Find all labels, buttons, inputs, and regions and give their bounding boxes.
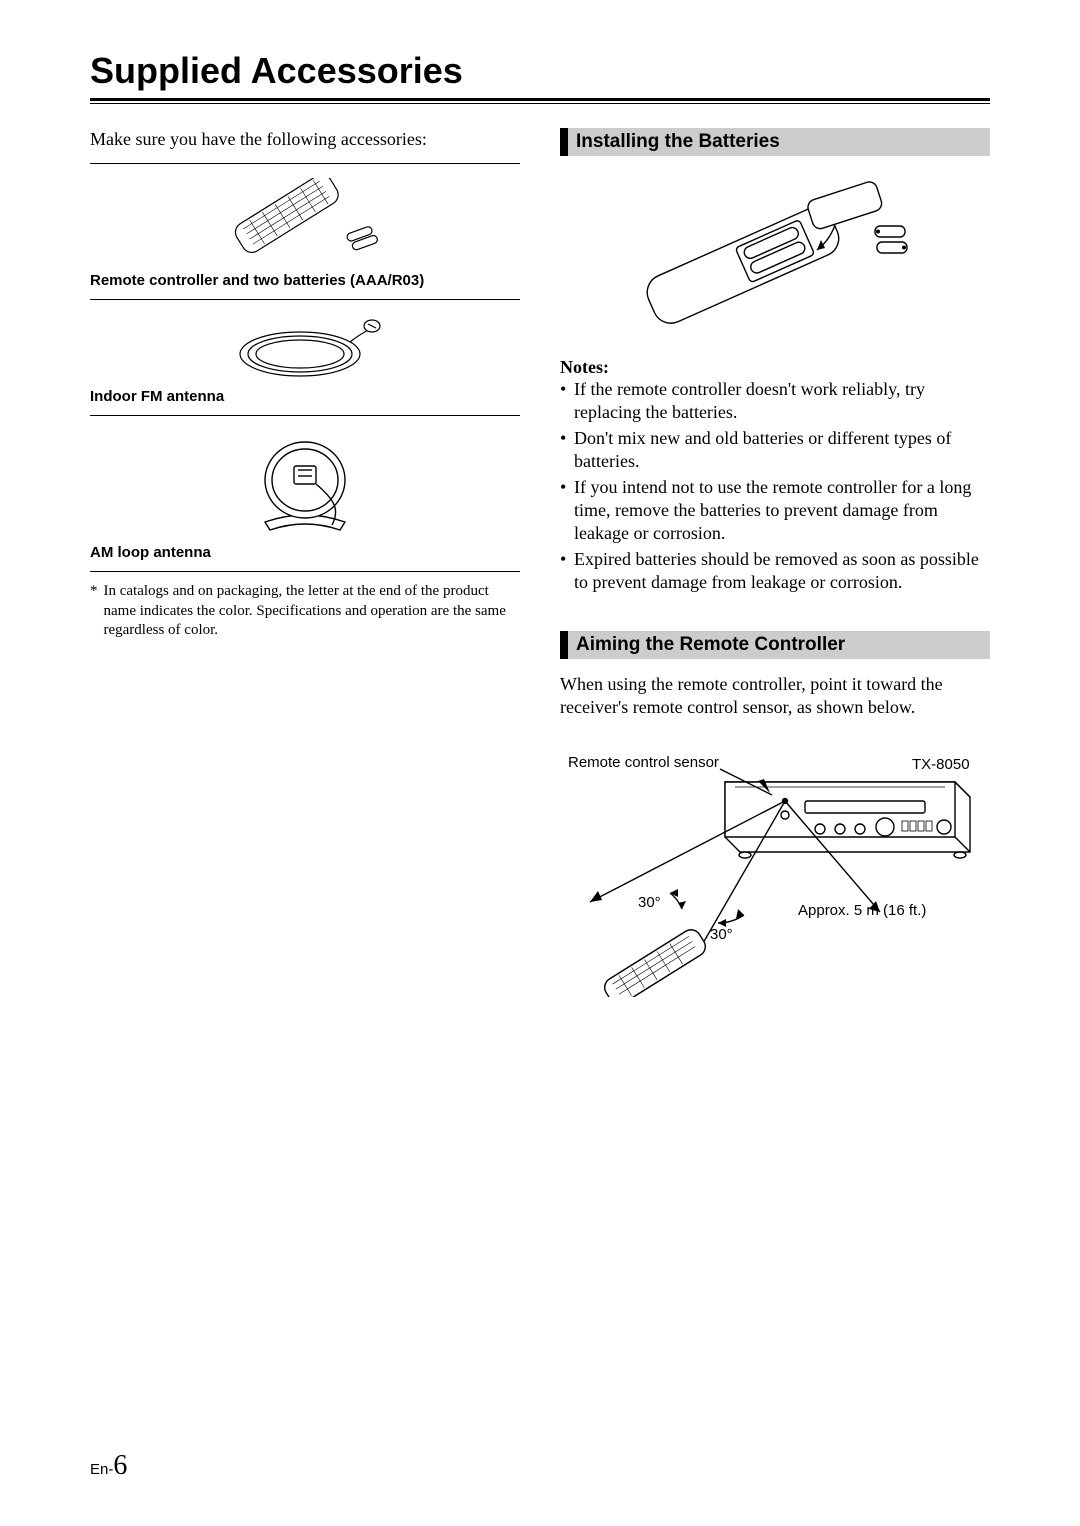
section-install-batteries: Installing the Batteries [560, 128, 990, 156]
footnote: * In catalogs and on packaging, the lett… [90, 582, 520, 641]
right-column: Installing the Batteries [560, 128, 990, 997]
footnote-text: In catalogs and on packaging, the letter… [104, 582, 521, 641]
intro-text: Make sure you have the following accesso… [90, 128, 520, 151]
accessory-remote: Remote controller and two batteries (AAA… [90, 163, 520, 295]
distance-label: Approx. 5 m (16 ft.) [798, 902, 926, 919]
note-item: Expired batteries should be removed as s… [560, 548, 990, 595]
title-rule [90, 98, 990, 101]
model-label: TX-8050 [912, 756, 970, 773]
page-title: Supplied Accessories [90, 50, 990, 92]
sensor-label: Remote control sensor [568, 754, 719, 771]
receiver-diagram: Remote control sensor TX-8050 30° 30° Ap… [560, 737, 990, 997]
accessory-end-rule [90, 571, 520, 572]
fm-illustration [90, 308, 520, 388]
note-item: Don't mix new and old batteries or diffe… [560, 427, 990, 474]
title-rule-thin [90, 103, 990, 104]
page-number: En-6 [90, 1450, 127, 1482]
accessory-fm: Indoor FM antenna [90, 299, 520, 411]
left-column: Make sure you have the following accesso… [90, 128, 520, 997]
notes-label: Notes: [560, 357, 990, 378]
remote-illustration [90, 172, 520, 272]
footnote-marker: * [90, 582, 98, 641]
aim-intro: When using the remote controller, point … [560, 673, 990, 720]
battery-install-illustration [560, 170, 990, 345]
angle2-label: 30° [710, 926, 733, 943]
notes-list: If the remote controller doesn't work re… [560, 378, 990, 595]
remote-caption: Remote controller and two batteries (AAA… [90, 272, 520, 295]
section-aiming-remote: Aiming the Remote Controller [560, 631, 990, 659]
note-item: If you intend not to use the remote cont… [560, 476, 990, 546]
note-item: If the remote controller doesn't work re… [560, 378, 990, 425]
page-num-value: 6 [113, 1450, 127, 1481]
fm-caption: Indoor FM antenna [90, 388, 520, 411]
am-caption: AM loop antenna [90, 544, 520, 567]
page-prefix: En- [90, 1461, 113, 1478]
accessory-am: AM loop antenna [90, 415, 520, 567]
am-illustration [90, 424, 520, 544]
angle1-label: 30° [638, 894, 661, 911]
